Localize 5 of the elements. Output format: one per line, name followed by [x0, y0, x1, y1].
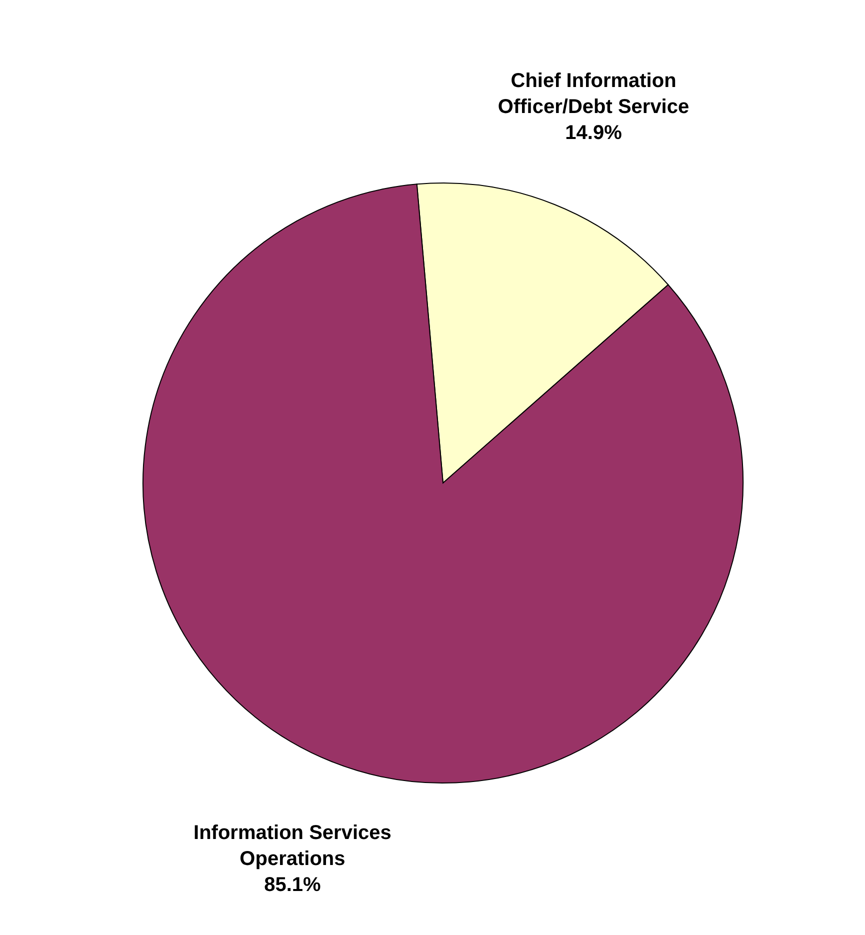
data-label: 14.9% [565, 122, 622, 144]
data-label: 85.1% [264, 874, 322, 896]
slice-label: Information Services Operations [194, 822, 392, 870]
slice-label: Chief Information Officer/Debt Service [498, 70, 690, 118]
pie-slice [142, 184, 744, 784]
